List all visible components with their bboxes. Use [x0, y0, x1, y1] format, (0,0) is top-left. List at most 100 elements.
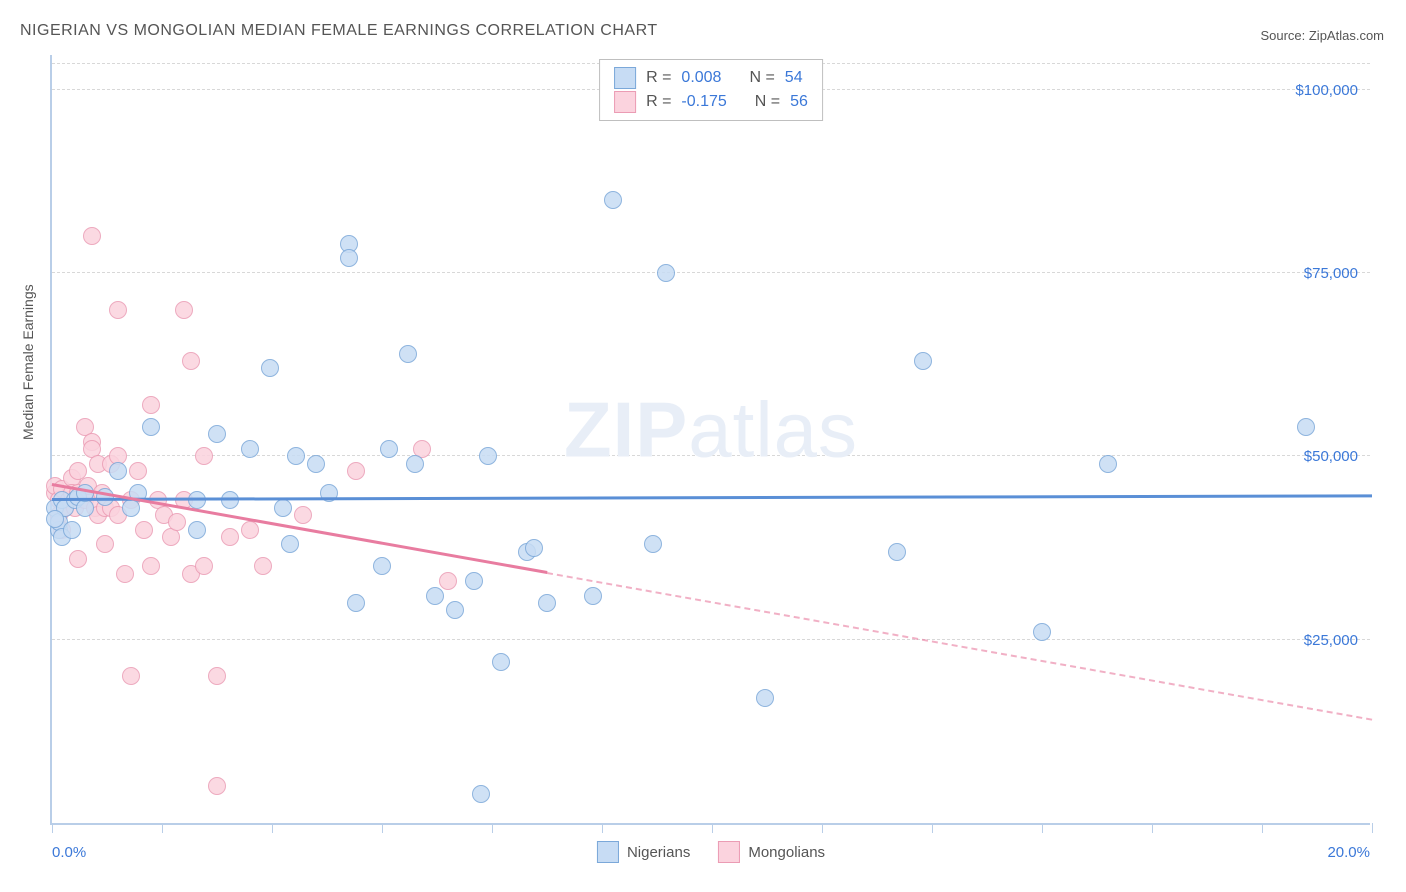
data-point-mongolians [69, 550, 87, 568]
data-point-nigerians [1297, 418, 1315, 436]
r-label: R = [646, 66, 671, 90]
data-point-nigerians [109, 462, 127, 480]
trend-line-nigerians [52, 494, 1372, 500]
n-label: N = [755, 90, 780, 114]
data-point-mongolians [129, 462, 147, 480]
data-point-mongolians [241, 521, 259, 539]
legend-label-nigerians: Nigerians [627, 844, 690, 861]
data-point-nigerians [472, 785, 490, 803]
legend-item-nigerians: Nigerians [597, 841, 690, 863]
x-tick [712, 823, 713, 833]
data-point-mongolians [142, 557, 160, 575]
chart-title: NIGERIAN VS MONGOLIAN MEDIAN FEMALE EARN… [20, 22, 658, 40]
data-point-mongolians [254, 557, 272, 575]
series-legend: Nigerians Mongolians [597, 841, 825, 863]
y-tick-label: $50,000 [1304, 448, 1358, 465]
data-point-mongolians [208, 777, 226, 795]
correlation-legend: R = 0.008 N = 54 R = -0.175 N = 56 [599, 59, 823, 121]
watermark: ZIPatlas [564, 384, 858, 475]
data-point-nigerians [221, 491, 239, 509]
data-point-mongolians [83, 227, 101, 245]
data-point-nigerians [604, 191, 622, 209]
data-point-nigerians [307, 455, 325, 473]
data-point-nigerians [584, 587, 602, 605]
source-attribution: Source: ZipAtlas.com [1260, 28, 1384, 43]
x-tick [382, 823, 383, 833]
data-point-nigerians [644, 535, 662, 553]
y-tick-label: $75,000 [1304, 265, 1358, 282]
legend-label-mongolians: Mongolians [748, 844, 825, 861]
y-tick-label: $100,000 [1295, 82, 1358, 99]
data-point-nigerians [657, 264, 675, 282]
data-point-nigerians [340, 249, 358, 267]
data-point-nigerians [538, 594, 556, 612]
data-point-mongolians [96, 535, 114, 553]
data-point-nigerians [1033, 623, 1051, 641]
swatch-nigerians [614, 67, 636, 89]
data-point-mongolians [116, 565, 134, 583]
data-point-nigerians [347, 594, 365, 612]
r-value-nigerians: 0.008 [681, 66, 721, 90]
x-tick [1372, 823, 1373, 833]
data-point-nigerians [208, 425, 226, 443]
x-tick [52, 823, 53, 833]
data-point-nigerians [406, 455, 424, 473]
x-tick [492, 823, 493, 833]
data-point-nigerians [479, 447, 497, 465]
r-value-mongolians: -0.175 [681, 90, 726, 114]
data-point-nigerians [373, 557, 391, 575]
data-point-nigerians [492, 653, 510, 671]
data-point-mongolians [195, 447, 213, 465]
data-point-mongolians [208, 667, 226, 685]
data-point-mongolians [182, 352, 200, 370]
data-point-nigerians [287, 447, 305, 465]
data-point-nigerians [756, 689, 774, 707]
legend-item-mongolians: Mongolians [718, 841, 825, 863]
gridline-h [52, 639, 1370, 640]
data-point-nigerians [465, 572, 483, 590]
x-tick [1042, 823, 1043, 833]
data-point-nigerians [914, 352, 932, 370]
data-point-mongolians [221, 528, 239, 546]
data-point-nigerians [380, 440, 398, 458]
data-point-mongolians [439, 572, 457, 590]
y-axis-title: Median Female Earnings [20, 284, 36, 440]
x-tick [932, 823, 933, 833]
data-point-mongolians [142, 396, 160, 414]
data-point-mongolians [294, 506, 312, 524]
data-point-nigerians [46, 510, 64, 528]
data-point-nigerians [426, 587, 444, 605]
data-point-mongolians [195, 557, 213, 575]
n-value-mongolians: 56 [790, 90, 808, 114]
data-point-nigerians [188, 491, 206, 509]
data-point-nigerians [281, 535, 299, 553]
data-point-nigerians [446, 601, 464, 619]
x-tick-label: 20.0% [1327, 844, 1370, 861]
x-tick [272, 823, 273, 833]
data-point-nigerians [274, 499, 292, 517]
data-point-nigerians [188, 521, 206, 539]
x-tick [1262, 823, 1263, 833]
data-point-nigerians [63, 521, 81, 539]
trend-line-dash-mongolians [547, 572, 1372, 721]
n-value-nigerians: 54 [785, 66, 803, 90]
swatch-mongolians [718, 841, 740, 863]
data-point-nigerians [399, 345, 417, 363]
x-tick [602, 823, 603, 833]
data-point-mongolians [109, 301, 127, 319]
gridline-h [52, 272, 1370, 273]
data-point-nigerians [1099, 455, 1117, 473]
swatch-mongolians [614, 91, 636, 113]
data-point-nigerians [525, 539, 543, 557]
n-label: N = [749, 66, 774, 90]
data-point-mongolians [122, 667, 140, 685]
data-point-nigerians [261, 359, 279, 377]
x-tick [1152, 823, 1153, 833]
data-point-mongolians [168, 513, 186, 531]
swatch-nigerians [597, 841, 619, 863]
data-point-nigerians [142, 418, 160, 436]
x-tick-label: 0.0% [52, 844, 86, 861]
data-point-mongolians [135, 521, 153, 539]
legend-row-nigerians: R = 0.008 N = 54 [614, 66, 808, 90]
legend-row-mongolians: R = -0.175 N = 56 [614, 90, 808, 114]
